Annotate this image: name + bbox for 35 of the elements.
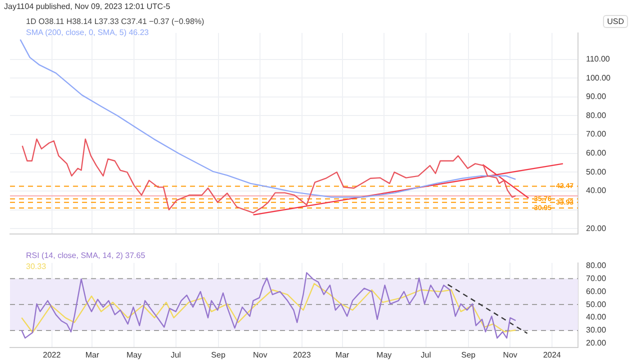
x-tick-label: 2024 [543,350,562,360]
x-tick-label: Mar [85,350,100,360]
x-tick-label: Nov [503,350,518,360]
y-tick-label: 70.00 [586,274,607,283]
y-tick-label: 60.00 [586,286,607,296]
y-tick-label: 110.00 [586,54,610,64]
text: 30.33 [26,261,48,272]
y-tick-label: 60.00 [586,148,607,158]
y-tick-label: 50.00 [586,167,607,176]
text: RSI (14, close, SMA, 14, 2) 37.65 [26,250,146,261]
x-tick-label: Sep [211,350,226,360]
y-tick-label: 50.00 [586,300,607,309]
x-tick-label: Jul [170,350,182,360]
x-tick-label: 2023 [292,350,312,360]
y-tick-label: 80.00 [586,260,607,270]
y-axis-title: USD [603,15,628,28]
y-tick-label: 100.00 [586,73,612,82]
x-tick-label: Jul [420,350,432,360]
x-tick-label: 2022 [42,350,62,360]
y-tick-label: 80.00 [586,110,607,120]
series-label: SMA (200, close, 0, SMA, 5) 46.23 [26,27,150,38]
y-tick-label: 40.00 [586,186,607,196]
x-tick-label: Mar [335,350,350,360]
y-tick-label: 70.00 [586,130,607,139]
y-tick-label: 90.00 [586,92,607,102]
chart-title: 1D O38.11 H38.14 L37.33 C37.41 −0.37 (−0.98%) [26,16,204,27]
y-tick-label: 40.00 [586,312,607,322]
y-tick-label: 20.00 [586,338,607,348]
x-tick-label: May [376,350,392,360]
x-tick-label: May [126,350,142,360]
y-tick-label: 30.00 [586,326,607,335]
y-tick-label: 20.00 [586,224,607,233]
text: Jay1104 published, Nov 09, 2023 12:01 UTC-5 [3,1,172,13]
x-tick-label: Nov [252,350,268,360]
x-tick-label: Sep [461,350,476,360]
